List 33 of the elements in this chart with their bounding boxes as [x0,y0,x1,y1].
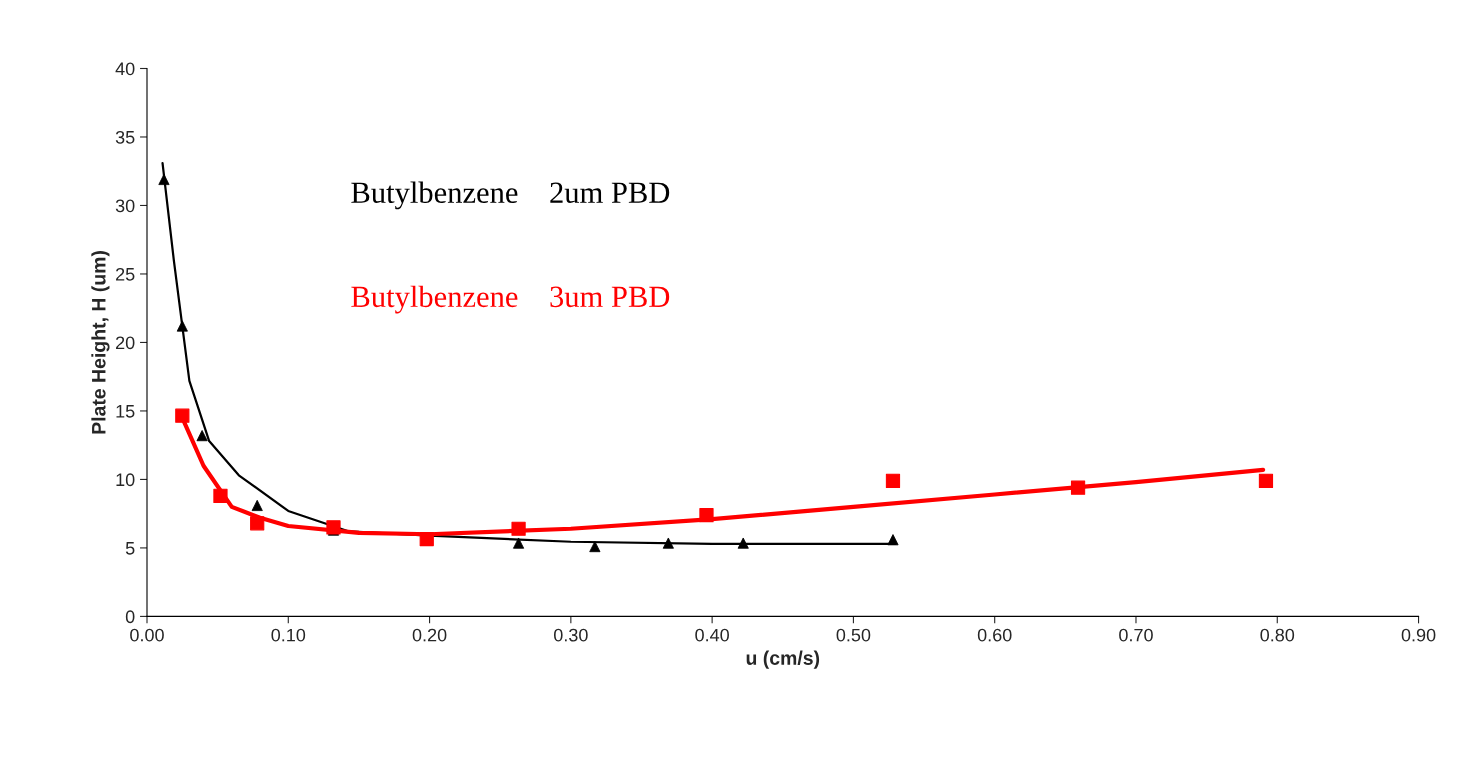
x-tick-label: 0.80 [1260,628,1295,642]
point [250,516,265,531]
x-tick-label: 0.70 [1119,628,1153,642]
text: Butylbenzene 3um PBD [351,285,670,314]
x-tick-label: 0.20 [412,628,447,642]
point [885,473,901,488]
y-tick-label: 35 [115,130,135,144]
y-tick-label: 5 [125,542,135,555]
point [1070,480,1086,495]
y-tick-label: 30 [115,199,135,213]
y-tick-label: 15 [116,405,135,418]
x-tick-label: 0.40 [695,628,729,642]
x-tick-label: 0.10 [271,628,306,642]
x-tick-label: 0.90 [1401,628,1436,642]
point [175,408,190,423]
text: Butylbenzene 2um PBD [351,181,670,210]
y-tick-label: 25 [116,267,135,281]
point [699,507,714,523]
point [511,521,526,536]
point [213,488,228,503]
y-tick-label: 10 [116,473,135,487]
y-tick-label: 20 [116,336,135,350]
y-axis-title: Plate Height, H (um) [91,251,110,434]
x-axis-title: u (cm/s) [746,650,820,669]
y-tick-label: 0 [125,610,135,624]
y-tick-label: 40 [115,62,135,76]
x-tick-label: 0.50 [836,628,871,642]
point [419,531,434,547]
point [326,520,341,535]
x-tick-label: 0.30 [553,628,588,642]
point [1258,473,1274,488]
x-tick-label: 0.00 [130,628,164,642]
x-tick-label: 0.60 [977,628,1012,642]
